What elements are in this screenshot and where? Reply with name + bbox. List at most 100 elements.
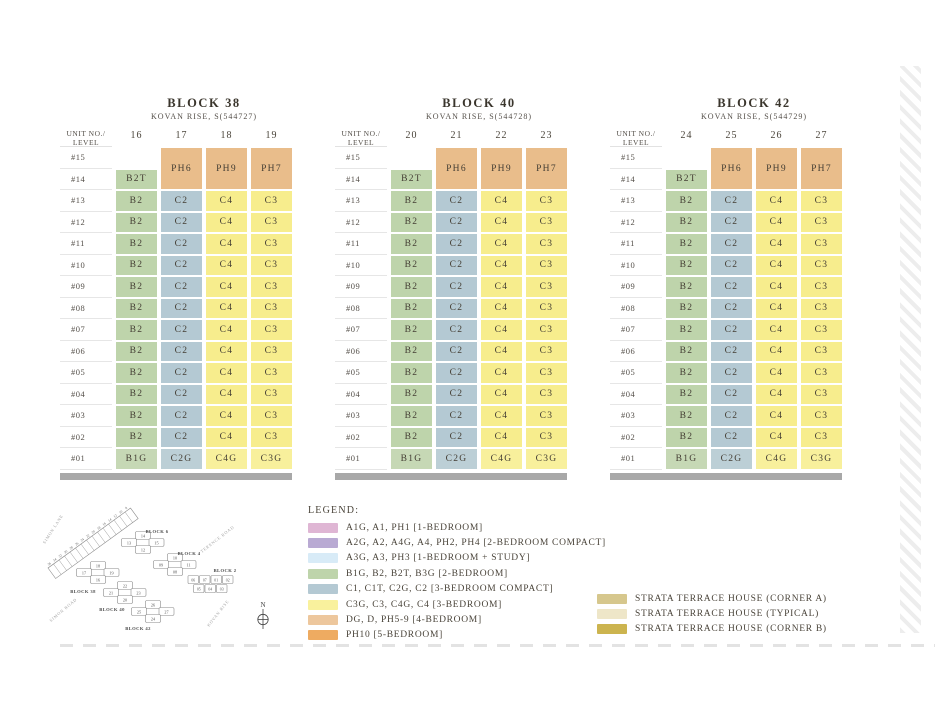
unit-cell: C4: [481, 277, 522, 297]
unit-cell: C2: [436, 255, 477, 275]
unit-cell: B1G: [666, 449, 707, 469]
level-label: #11: [60, 233, 112, 255]
legend-items: A1G, A1, PH1 [1-BEDROOM] A2G, A2, A4G, A4…: [308, 520, 606, 643]
level-label: #12: [335, 212, 387, 233]
unit-cell: C2: [711, 427, 752, 447]
unit-cell: B2T: [116, 169, 157, 189]
terrace-unit-number: 30: [63, 549, 68, 554]
axis-label-line2: LEVEL: [347, 138, 375, 147]
unit-cell: C2: [436, 320, 477, 340]
block-title: BLOCK 42: [717, 96, 791, 110]
unit-cell: C4: [756, 298, 797, 318]
unit-cell: C2: [711, 255, 752, 275]
unit-cell: PH6: [711, 148, 752, 189]
unit-cell: B2: [116, 277, 157, 297]
unit-cell: C3: [251, 384, 292, 404]
legend-item-label: A1G, A1, PH1 [1-BEDROOM]: [346, 522, 483, 533]
map-block-label: BLOCK 2: [214, 568, 237, 573]
map-unit-number: 14: [141, 533, 146, 538]
level-label: #06: [610, 341, 662, 362]
unit-cell: PH7: [251, 148, 292, 189]
legend-item-label: STRATA TERRACE HOUSE (CORNER A): [635, 593, 827, 604]
unit-cell: C4: [756, 234, 797, 254]
unit-cell: C4: [481, 427, 522, 447]
unit-cell: C2: [711, 384, 752, 404]
axis-label: UNIT NO./LEVEL: [610, 125, 662, 147]
level-label: #11: [335, 233, 387, 255]
legend-item: DG, D, PH5-9 [4-BEDROOM]: [308, 612, 606, 627]
terrace-unit-number: 26: [74, 541, 79, 546]
legend-color-swatch: [308, 522, 338, 533]
unit-cell: B2: [116, 320, 157, 340]
unit-number-header: 24: [680, 130, 693, 141]
level-label: #13: [610, 190, 662, 212]
unit-cell: B2: [116, 341, 157, 361]
unit-cell: C3: [526, 384, 567, 404]
unit-cell: B2: [666, 384, 707, 404]
unit-cell: C2: [161, 406, 202, 426]
unit-cell: C4G: [206, 449, 247, 469]
unit-cell: C3: [526, 363, 567, 383]
unit-cell: C3: [251, 255, 292, 275]
unit-cell: C2: [711, 191, 752, 211]
unit-cell: C2: [161, 341, 202, 361]
unit-cell: C2: [436, 212, 477, 232]
unit-number-header: 23: [540, 130, 553, 141]
unit-cell: C4: [206, 298, 247, 318]
terrace-unit-number: 12: [113, 513, 118, 518]
map-unit-number: 06: [191, 578, 195, 582]
terrace-unit-number: 22: [85, 533, 90, 538]
legend-color-swatch: [308, 553, 338, 564]
map-unit-number: 04: [208, 587, 212, 591]
unit-cell: C4: [206, 384, 247, 404]
unit-cell: C2: [711, 363, 752, 383]
unit-cell: B2: [116, 298, 157, 318]
unit-cell: C2: [711, 320, 752, 340]
map-unit-number: 08: [173, 569, 177, 574]
unit-number-header: 27: [815, 130, 828, 141]
level-label: #01: [335, 448, 387, 470]
map-block-label: BLOCK 4: [178, 551, 201, 556]
unit-cell: C4: [206, 212, 247, 232]
unit-cell: B2: [391, 320, 432, 340]
terrace-unit-number: 20: [91, 529, 96, 534]
unit-cell: C4: [206, 191, 247, 211]
unit-cell: C4: [206, 320, 247, 340]
stack-grid: UNIT NO./LEVEL 20 21 22 23 #15 PH6 PH9 PH7 #14 B2T…: [335, 125, 567, 470]
terrace-unit-number: 8: [124, 506, 128, 510]
level-label: #05: [60, 362, 112, 384]
unit-cell: C2: [436, 384, 477, 404]
unit-cell: C3: [801, 427, 842, 447]
level-label: #10: [335, 255, 387, 276]
map-unit-number: 09: [159, 562, 163, 567]
unit-cell: C3: [801, 341, 842, 361]
legend-color-swatch: [597, 608, 627, 619]
unit-cell: B2: [666, 277, 707, 297]
ground-base-bar: [610, 472, 842, 480]
legend-item-label: A2G, A2, A4G, A4, PH2, PH4 [2-BEDROOM CO…: [346, 538, 606, 549]
level-label: #15: [610, 147, 662, 169]
unit-cell: B2: [116, 255, 157, 275]
unit-cell: C4: [481, 320, 522, 340]
map-block-cluster: 06 07 01 02 05 04 03 BLOCK 2: [187, 568, 237, 593]
unit-cell: C3: [801, 384, 842, 404]
stack-grid: UNIT NO./LEVEL 24 25 26 27 #15 PH6 PH9 PH7 #14 B2T…: [610, 125, 842, 470]
legend-color-swatch: [308, 615, 338, 626]
level-label: #04: [335, 384, 387, 405]
block-header: BLOCK 38 KOVAN RISE, S(544727): [116, 96, 292, 121]
map-unit-number: 27: [164, 609, 168, 614]
unit-cell: C3: [526, 191, 567, 211]
legend-item-label: STRATA TERRACE HOUSE (TYPICAL): [635, 608, 819, 619]
block-panel: BLOCK 40 KOVAN RISE, S(544728) UNIT NO./LE…: [335, 96, 567, 480]
level-label: #07: [335, 319, 387, 341]
unit-cell: B2: [391, 255, 432, 275]
unit-cell: C3: [251, 363, 292, 383]
level-label: #13: [60, 190, 112, 212]
unit-number-header: 26: [770, 130, 783, 141]
unit-cell: C2: [436, 277, 477, 297]
unit-cell: C4: [481, 234, 522, 254]
level-label: #08: [335, 298, 387, 319]
unit-cell: B2: [116, 384, 157, 404]
